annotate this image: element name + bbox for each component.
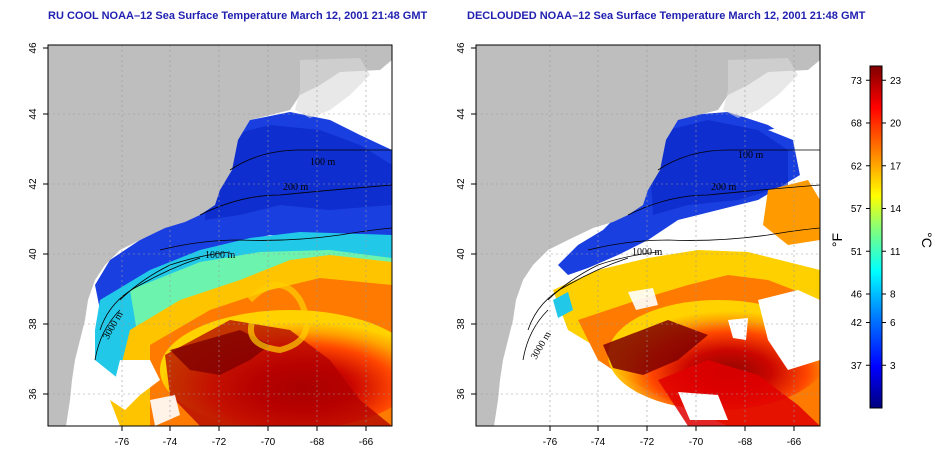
- right-contour-label-1000m: 1000 m: [632, 247, 663, 258]
- left-map: 100 m 200 m 1000 m 3000 m -76 -74 -72 -7: [28, 42, 393, 448]
- left-lat-tick: 40: [28, 248, 39, 260]
- left-lon-tick: -76: [115, 437, 130, 448]
- colorbar-fahrenheit-tick: 51: [851, 247, 863, 258]
- left-contour-label-200m: 200 m: [283, 182, 309, 193]
- right-lat-tick: 40: [456, 248, 467, 260]
- colorbar-fahrenheit-tick: 73: [851, 76, 863, 87]
- colorbar-celsius-tick: 11: [890, 247, 901, 258]
- temperature-colorbar: 73 23 68 20 62 17 57 14 51 11 46 8 42 6 37 3 °F °C: [829, 65, 935, 409]
- colorbar-celsius-tick: 23: [890, 76, 902, 87]
- colorbar-celsius-tick: 6: [890, 318, 896, 329]
- right-lon-tick: -74: [591, 437, 606, 448]
- right-map: 100 m 200 m 1000 m 3000 m -76 -74 -72 -7…: [456, 42, 821, 448]
- right-map-graticule: [476, 45, 820, 426]
- right-contour-label-200m: 200 m: [711, 182, 737, 193]
- right-lon-tick: -76: [543, 437, 558, 448]
- colorbar-fahrenheit-tick: 37: [851, 361, 863, 372]
- left-lat-tick: 36: [28, 388, 39, 400]
- colorbar-fahrenheit-tick: 57: [851, 204, 863, 215]
- left-lon-tick: -72: [212, 437, 227, 448]
- left-lon-tick: -68: [310, 437, 325, 448]
- right-lat-tick: 46: [456, 42, 467, 54]
- colorbar-celsius-tick: 17: [890, 161, 902, 172]
- right-map-title: DECLOUDED NOAA–12 Sea Surface Temperatur…: [467, 10, 866, 22]
- colorbar-fahrenheit-tick: 62: [851, 161, 863, 172]
- colorbar-fahrenheit-tick: 46: [851, 290, 863, 301]
- right-lat-tick: 38: [456, 318, 467, 330]
- right-lon-tick: -66: [787, 437, 802, 448]
- left-lat-tick: 38: [28, 318, 39, 330]
- left-map-graticule: [48, 45, 392, 426]
- right-lat-tick: 44: [456, 108, 467, 120]
- left-lat-tick: 46: [28, 42, 39, 54]
- left-map-title: RU COOL NOAA–12 Sea Surface Temperature …: [48, 10, 428, 22]
- colorbar-celsius-tick: 20: [890, 119, 902, 130]
- colorbar-fahrenheit-tick: 42: [851, 318, 863, 329]
- left-lon-tick: -66: [359, 437, 374, 448]
- left-contour-label-1000m: 1000 m: [205, 250, 236, 261]
- left-lon-tick: -70: [261, 437, 276, 448]
- right-contour-label-100m: 100 m: [738, 150, 764, 161]
- fahrenheit-label: °F: [829, 233, 845, 247]
- right-lon-tick: -70: [689, 437, 704, 448]
- colorbar-gradient: [869, 65, 883, 409]
- right-lon-tick: -68: [738, 437, 753, 448]
- left-map-sst-field: [48, 45, 392, 426]
- colorbar-celsius-tick: 8: [890, 290, 896, 301]
- left-contour-label-100m: 100 m: [310, 157, 336, 168]
- colorbar-fahrenheit-tick: 68: [851, 119, 863, 130]
- right-map-sst-field: [476, 45, 820, 426]
- right-lat-tick: 42: [456, 178, 467, 190]
- right-lon-tick: -72: [640, 437, 655, 448]
- right-map-frame: [475, 44, 821, 427]
- right-lat-tick: 36: [456, 388, 467, 400]
- left-lat-tick: 44: [28, 108, 39, 120]
- left-lat-tick: 42: [28, 178, 39, 190]
- celsius-label: °C: [919, 232, 935, 248]
- colorbar-celsius-tick: 14: [890, 204, 902, 215]
- left-map-frame: [47, 44, 393, 427]
- left-lon-tick: -74: [163, 437, 178, 448]
- colorbar-celsius-tick: 3: [890, 361, 896, 372]
